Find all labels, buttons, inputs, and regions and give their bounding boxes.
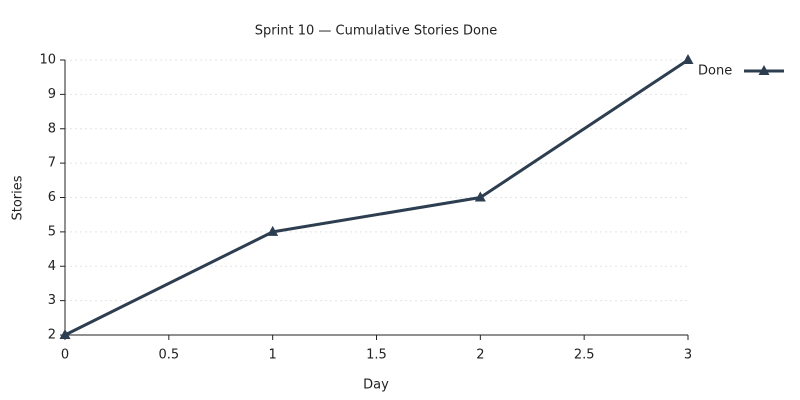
x-axis-label: Day bbox=[363, 378, 389, 393]
y-tick-label: 6 bbox=[48, 190, 56, 205]
y-axis-label: Stories bbox=[11, 175, 26, 220]
data-line bbox=[64, 58, 689, 337]
data-point bbox=[59, 329, 71, 339]
legend-label: Done bbox=[698, 64, 732, 79]
x-tick-label: 2.5 bbox=[574, 348, 595, 363]
chart-title: Sprint 10 — Cumulative Stories Done bbox=[255, 24, 497, 39]
x-tick-label: 1 bbox=[269, 348, 277, 363]
y-tick-label: 8 bbox=[48, 121, 56, 136]
x-tick-label: 3 bbox=[684, 348, 692, 363]
x-tick-label: 0 bbox=[61, 348, 69, 363]
y-tick-label: 4 bbox=[48, 259, 56, 274]
y-tick-label: 3 bbox=[48, 293, 56, 308]
data-point bbox=[474, 191, 486, 202]
x-tick-label: 2 bbox=[476, 348, 484, 363]
y-tick-label: 10 bbox=[39, 53, 56, 68]
data-point bbox=[267, 225, 279, 236]
x-tick-label: 1.5 bbox=[366, 348, 387, 363]
y-tick-label: 9 bbox=[48, 87, 56, 102]
x-tick-label: 0.5 bbox=[158, 348, 179, 363]
y-tick-label: 2 bbox=[48, 328, 56, 343]
y-tick-label: 7 bbox=[48, 156, 56, 171]
y-tick-label: 5 bbox=[48, 224, 56, 239]
legend-marker bbox=[758, 65, 770, 75]
data-point bbox=[682, 54, 694, 64]
